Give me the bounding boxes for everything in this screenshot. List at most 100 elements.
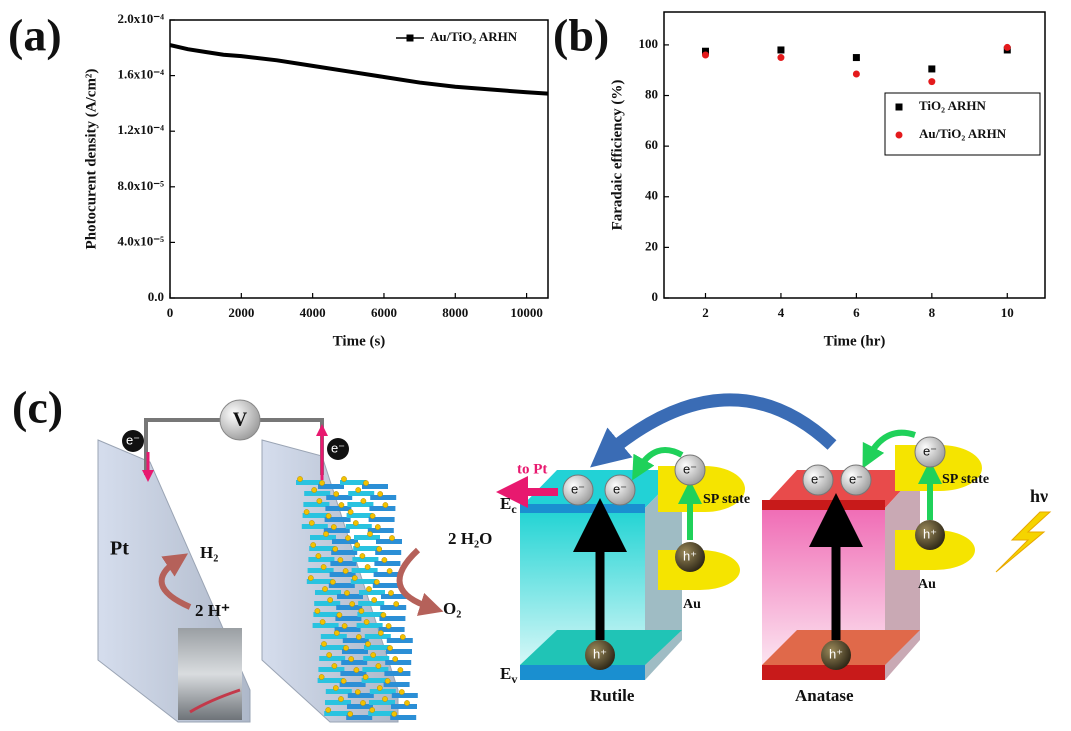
arrow — [400, 550, 432, 608]
au-particle — [389, 535, 394, 540]
au-particle — [375, 524, 380, 529]
au-particle — [363, 674, 368, 679]
x-tick-label: 10 — [1001, 305, 1014, 320]
au-particle — [323, 531, 328, 536]
au-particle — [376, 663, 381, 668]
au-particle — [317, 498, 322, 503]
au-particle — [365, 564, 370, 569]
x-tick-label: 8 — [929, 305, 936, 320]
y-tick-label: 100 — [639, 36, 659, 51]
au-particle — [383, 502, 388, 507]
au-particle — [309, 520, 314, 525]
protons-label: 2 H⁺ — [195, 601, 230, 620]
au-particle — [399, 689, 404, 694]
au-particle — [350, 601, 355, 606]
au-particle — [370, 707, 375, 712]
au-particle — [349, 656, 354, 661]
ec-label: Ec — [500, 494, 517, 516]
au-particle — [388, 590, 393, 595]
au-particle — [339, 502, 344, 507]
point — [853, 54, 860, 61]
electron-label: e⁻ — [811, 471, 825, 486]
electron-label: e⁻ — [849, 471, 863, 486]
au-particle — [387, 568, 392, 573]
x-tick-label: 10000 — [510, 305, 543, 320]
x-axis-label: Time (s) — [333, 333, 386, 349]
au-particle — [400, 634, 405, 639]
x-tick-label: 6 — [853, 305, 860, 320]
nanorod — [392, 693, 418, 698]
nanorod — [374, 561, 400, 566]
au-particle — [355, 542, 360, 547]
au-particle — [382, 557, 387, 562]
legend-marker — [896, 104, 903, 111]
au-particle — [360, 700, 365, 705]
au-particle — [387, 645, 392, 650]
au-particle — [319, 480, 324, 485]
au-particle — [334, 630, 339, 635]
au-particle — [319, 674, 324, 679]
legend-marker — [407, 35, 414, 42]
point — [702, 52, 709, 59]
au-particle — [333, 685, 338, 690]
hole-label: h⁺ — [829, 646, 843, 661]
au-particle — [338, 557, 343, 562]
x-tick-label: 2000 — [228, 305, 254, 320]
plot-frame — [170, 20, 548, 298]
nanorod — [374, 572, 400, 577]
legend-label: Au/TiO₂ ARHN — [919, 126, 1007, 141]
sp-state-label: SP state — [703, 492, 750, 507]
au-particle — [361, 498, 366, 503]
o2-label: O₂ — [443, 599, 461, 618]
electron-label: e⁻ — [571, 481, 585, 496]
sp-state-label: SP state — [942, 472, 989, 487]
au-particle — [311, 542, 316, 547]
au-particle — [333, 546, 338, 551]
y-tick-label: 20 — [645, 238, 658, 253]
au-particle — [348, 509, 353, 514]
au-particle — [337, 612, 342, 617]
x-tick-label: 6000 — [371, 305, 397, 320]
panel-label: (c) — [12, 382, 63, 433]
y-tick-label: 40 — [645, 188, 658, 203]
y-tick-label: 80 — [645, 87, 658, 102]
au-particle — [308, 575, 313, 580]
au-particle — [360, 553, 365, 558]
au-particle — [330, 579, 335, 584]
nanorod — [370, 495, 396, 500]
au-particle — [321, 641, 326, 646]
nanorod — [384, 671, 410, 676]
rutile-label: Rutile — [590, 686, 635, 705]
series-line — [170, 45, 548, 94]
nanorod — [376, 539, 402, 544]
au-particle — [404, 700, 409, 705]
y-tick-label: 2.0x10⁻⁴ — [117, 11, 164, 26]
au-particle — [377, 546, 382, 551]
ev-sub: v — [511, 672, 517, 686]
x-tick-label: 0 — [167, 305, 174, 320]
au-particle — [341, 678, 346, 683]
to-pt-label: to Pt — [517, 461, 547, 477]
cell-diagram: V e⁻ e⁻ Pt H₂ 2 H⁺ 2 H₂O O₂ — [98, 400, 492, 722]
nanorod — [387, 638, 413, 643]
point — [777, 54, 784, 61]
au-particle — [393, 656, 398, 661]
ec-main: E — [500, 494, 511, 513]
nanorod — [369, 506, 395, 511]
x-tick-label: 8000 — [442, 305, 468, 320]
au-particle — [304, 509, 309, 514]
au-particle — [381, 612, 386, 617]
au-particle — [343, 645, 348, 650]
au-particle — [331, 524, 336, 529]
hole-label: h⁺ — [593, 646, 607, 661]
au-particle — [394, 601, 399, 606]
y-tick-label: 0 — [652, 289, 659, 304]
photo — [178, 628, 242, 720]
au-particle — [370, 513, 375, 518]
anatase-label: Anatase — [795, 686, 854, 705]
transfer-arrow — [605, 400, 832, 455]
au-particle — [366, 586, 371, 591]
nanorod — [385, 660, 411, 665]
point — [853, 71, 860, 78]
